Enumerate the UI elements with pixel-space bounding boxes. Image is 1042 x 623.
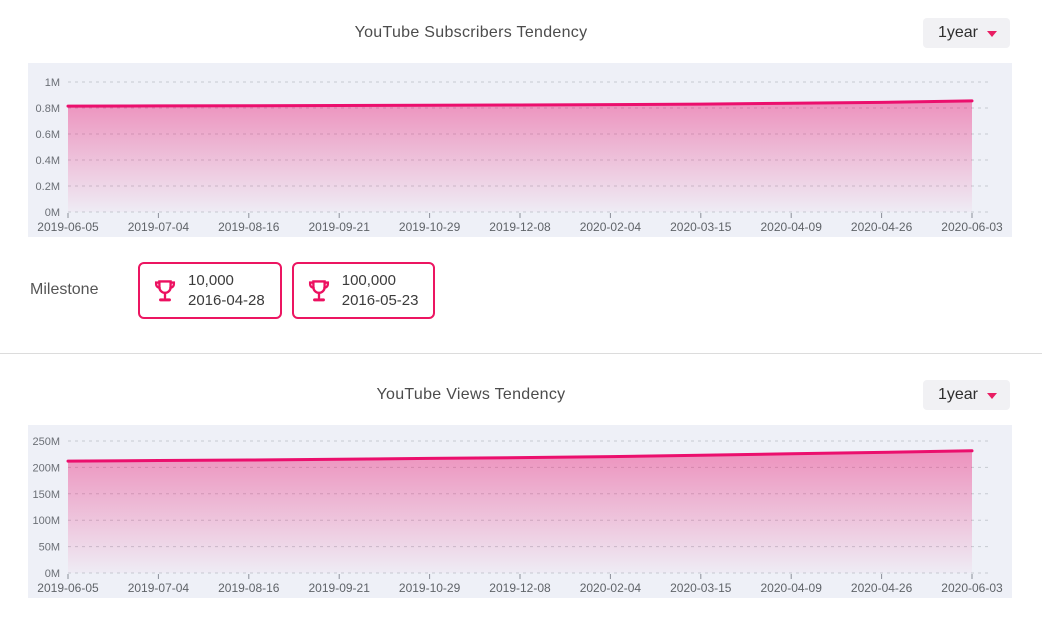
milestone-label: Milestone bbox=[30, 281, 99, 298]
svg-text:100M: 100M bbox=[32, 515, 60, 527]
svg-text:2020-02-04: 2020-02-04 bbox=[580, 581, 642, 595]
svg-text:2019-10-29: 2019-10-29 bbox=[399, 581, 461, 595]
milestone-date: 2016-04-28 bbox=[188, 291, 265, 309]
svg-text:0.6M: 0.6M bbox=[36, 129, 60, 141]
svg-text:0M: 0M bbox=[45, 568, 60, 580]
svg-text:2020-04-26: 2020-04-26 bbox=[851, 581, 913, 595]
svg-text:2020-02-04: 2020-02-04 bbox=[580, 220, 642, 234]
svg-text:2020-06-03: 2020-06-03 bbox=[941, 220, 1003, 234]
svg-text:2019-09-21: 2019-09-21 bbox=[309, 581, 371, 595]
svg-text:2019-06-05: 2019-06-05 bbox=[37, 581, 99, 595]
milestone-value: 100,000 bbox=[341, 272, 396, 289]
views-range-value: 1year bbox=[937, 386, 978, 403]
svg-text:2019-10-29: 2019-10-29 bbox=[399, 220, 461, 234]
subscribers-area-chart: 0M 0.2M 0.4M 0.6M 0.8M 1M 2019-06-05 2019-07-04… bbox=[28, 63, 1012, 237]
svg-text:1M: 1M bbox=[45, 77, 60, 89]
svg-text:2019-08-16: 2019-08-16 bbox=[218, 581, 280, 595]
svg-text:2020-03-15: 2020-03-15 bbox=[670, 220, 732, 234]
views-area-chart: 0M 50M 100M 150M 200M 250M 2019-06-05 2019-07-0… bbox=[28, 425, 1012, 598]
svg-text:0.8M: 0.8M bbox=[36, 103, 60, 115]
svg-text:2019-12-08: 2019-12-08 bbox=[489, 220, 551, 234]
svg-text:0.2M: 0.2M bbox=[36, 181, 60, 193]
milestone-value: 10,000 bbox=[188, 272, 234, 289]
milestone-badges: 10,000 2016-04-28 100,000 2016-05-23 bbox=[138, 262, 436, 319]
svg-text:2019-07-04: 2019-07-04 bbox=[128, 581, 190, 595]
chevron-down-icon bbox=[987, 393, 997, 399]
svg-text:2020-04-09: 2020-04-09 bbox=[761, 581, 823, 595]
svg-text:2020-03-15: 2020-03-15 bbox=[670, 581, 732, 595]
svg-text:50M: 50M bbox=[39, 542, 60, 554]
milestone-badge-text: 100,000 2016-05-23 bbox=[342, 271, 419, 310]
chart-svg: 0M 50M 100M 150M 200M 250M 2019-06-05 2019-07-0… bbox=[32, 436, 1003, 595]
svg-text:2020-06-03: 2020-06-03 bbox=[941, 581, 1003, 595]
subscribers-range-dropdown[interactable]: 1year bbox=[922, 18, 1010, 48]
milestone-badge: 10,000 2016-04-28 bbox=[138, 262, 282, 319]
trophy-icon bbox=[154, 279, 176, 301]
svg-text:200M: 200M bbox=[32, 462, 60, 474]
svg-text:2019-07-04: 2019-07-04 bbox=[128, 220, 190, 234]
milestone-badge-text: 10,000 2016-04-28 bbox=[188, 271, 265, 310]
svg-text:2020-04-09: 2020-04-09 bbox=[761, 220, 823, 234]
chevron-down-icon bbox=[987, 31, 997, 37]
svg-text:2019-08-16: 2019-08-16 bbox=[218, 220, 280, 234]
views-chart-title: YouTube Views Tendency bbox=[376, 386, 566, 403]
svg-text:0M: 0M bbox=[45, 207, 60, 219]
trophy-icon bbox=[308, 279, 329, 301]
subscribers-chart-title: YouTube Subscribers Tendency bbox=[354, 24, 588, 41]
svg-text:2019-06-05: 2019-06-05 bbox=[37, 220, 99, 234]
milestone-badge: 100,000 2016-05-23 bbox=[291, 262, 436, 319]
svg-text:2019-09-21: 2019-09-21 bbox=[309, 220, 371, 234]
svg-text:250M: 250M bbox=[32, 436, 60, 448]
subscribers-range-value: 1year bbox=[937, 24, 978, 41]
svg-text:2019-12-08: 2019-12-08 bbox=[489, 581, 551, 595]
views-range-dropdown[interactable]: 1year bbox=[922, 380, 1010, 410]
chart-svg: 0M 0.2M 0.4M 0.6M 0.8M 1M 2019-06-05 2019-07-04… bbox=[36, 77, 1003, 234]
svg-text:150M: 150M bbox=[32, 489, 60, 501]
section-divider bbox=[0, 353, 1042, 354]
milestone-date: 2016-05-23 bbox=[341, 291, 419, 309]
svg-text:2020-04-26: 2020-04-26 bbox=[851, 220, 913, 234]
svg-text:0.4M: 0.4M bbox=[36, 155, 60, 167]
